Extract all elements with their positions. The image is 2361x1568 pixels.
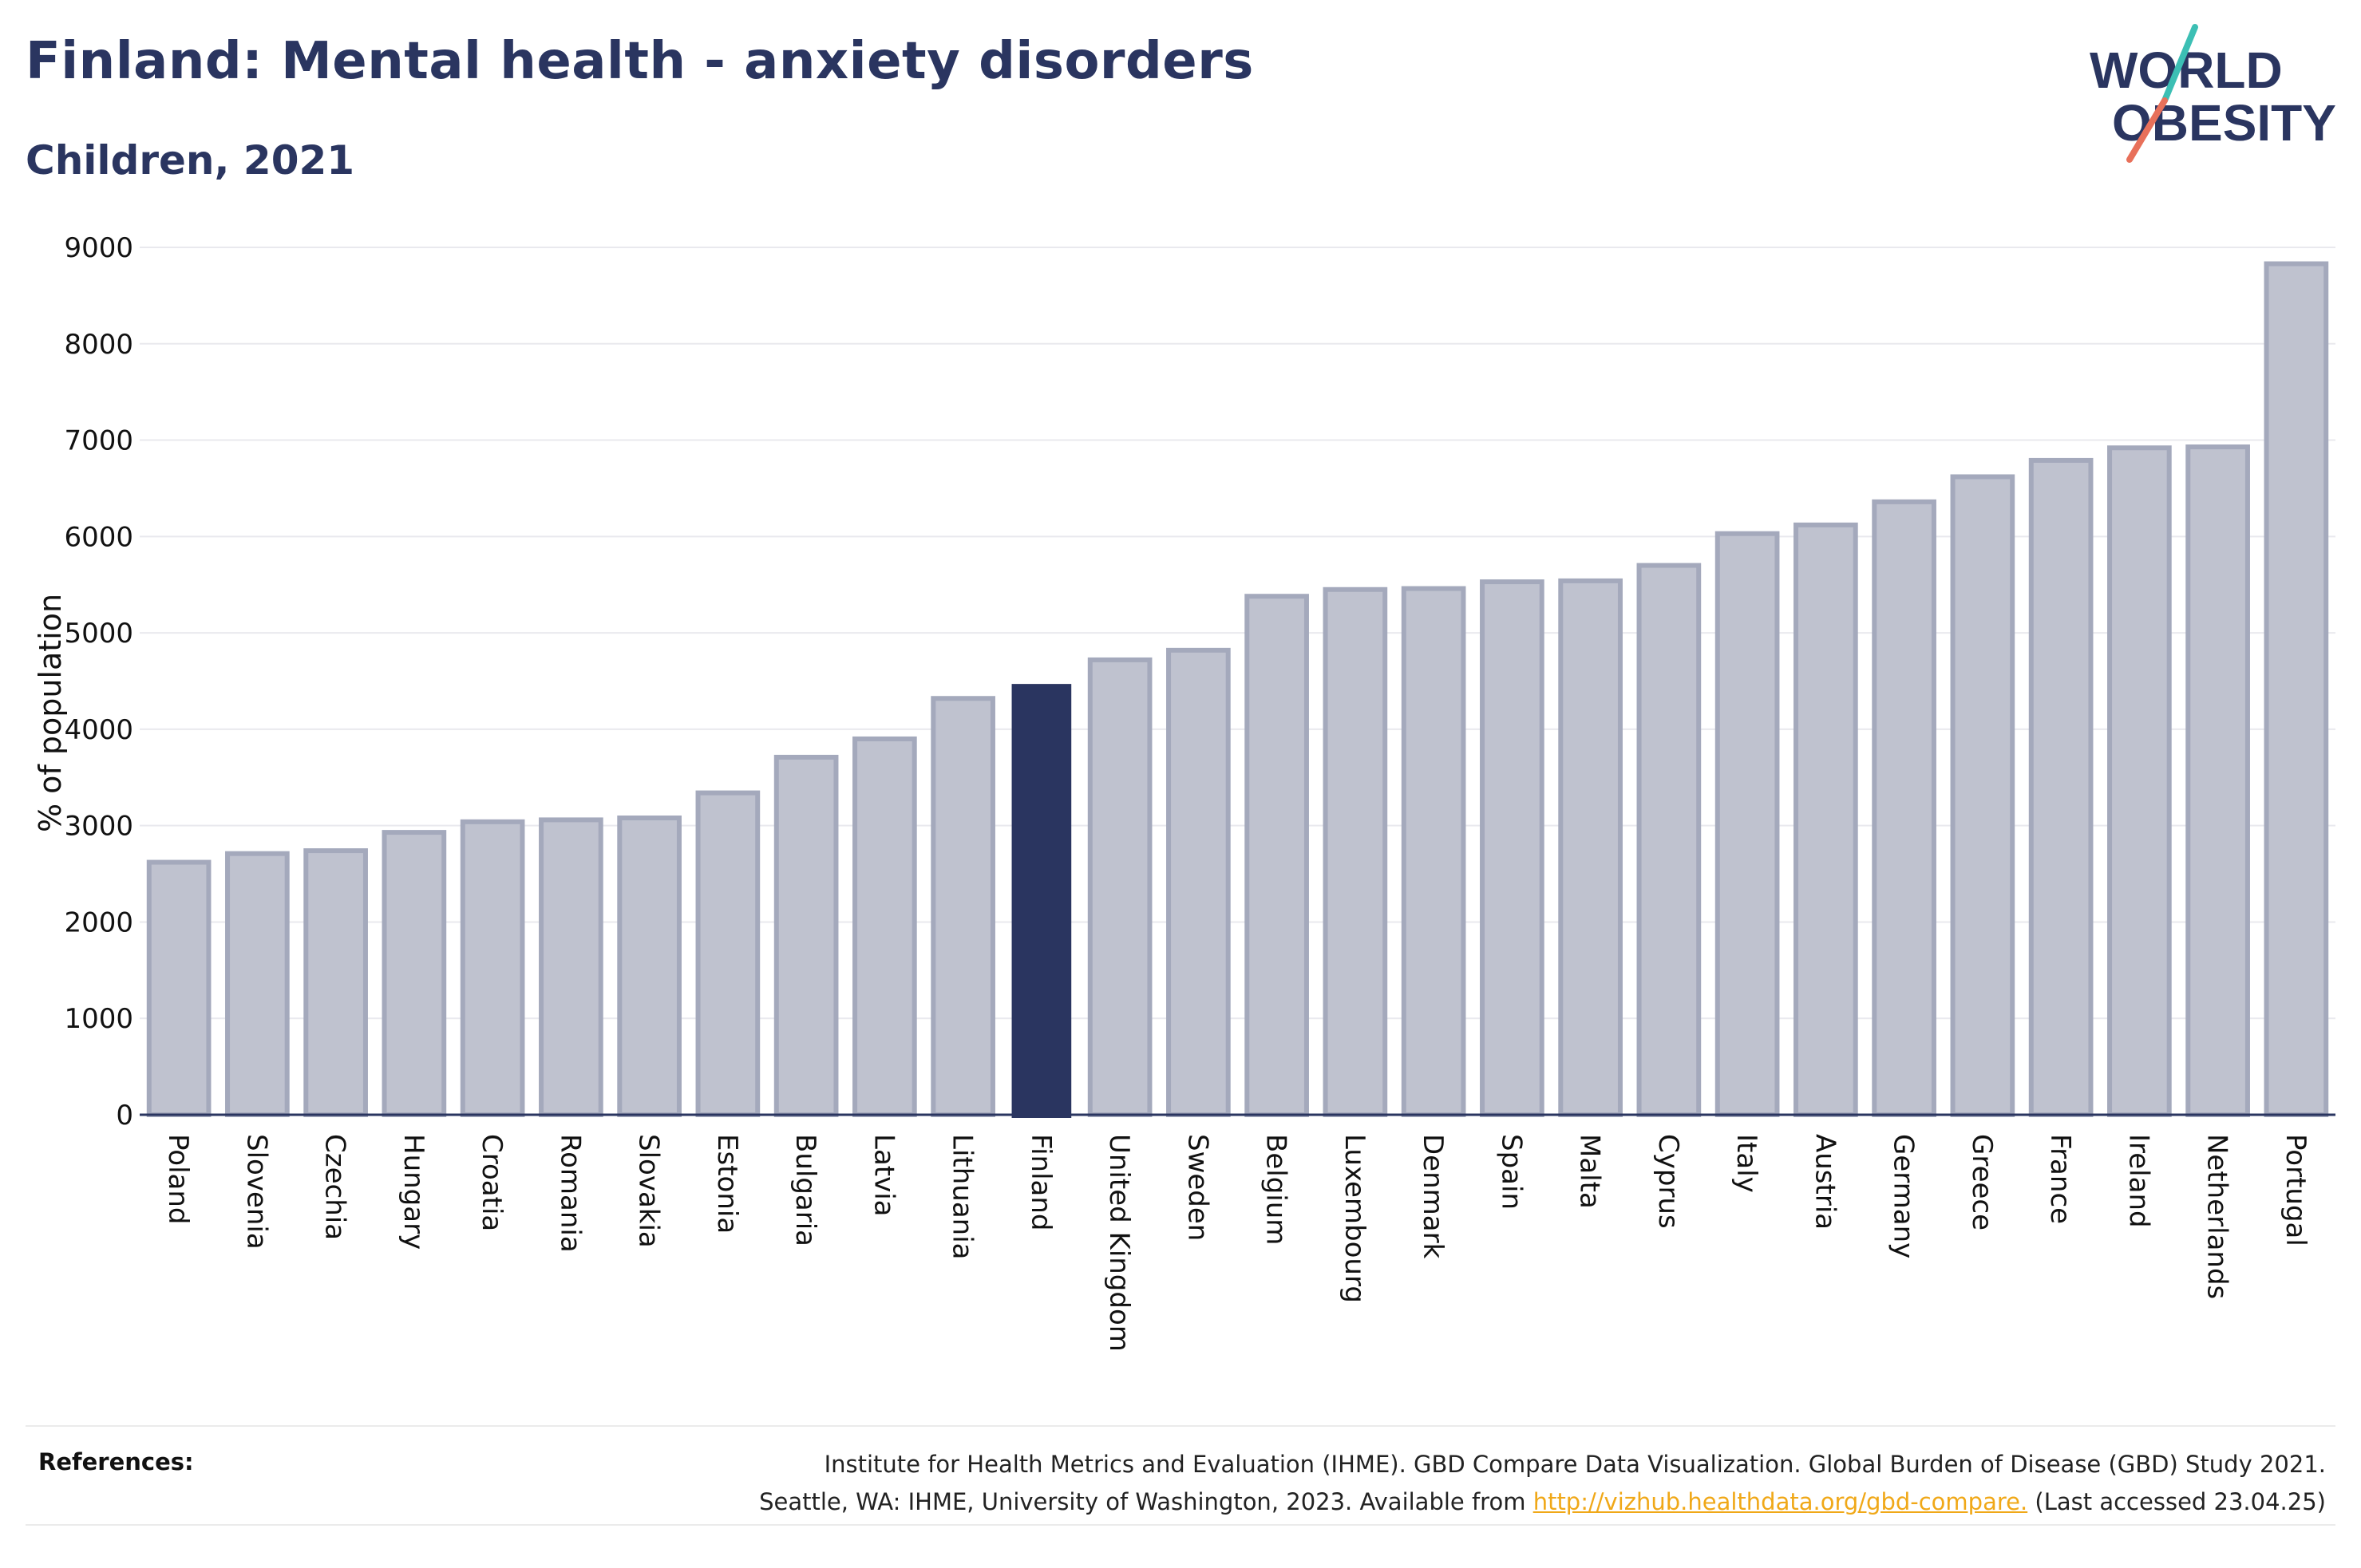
x-tick-label-netherlands: Netherlands xyxy=(2201,1134,2233,1299)
bar-luxembourg xyxy=(1323,587,1388,1117)
y-tick-label-8000: 8000 xyxy=(64,329,133,361)
x-tick-label-lithuania: Lithuania xyxy=(947,1134,979,1259)
x-tick-label-sweden: Sweden xyxy=(1181,1134,1213,1241)
bar-poland xyxy=(146,859,212,1118)
bar-latvia xyxy=(852,736,917,1117)
bar-belgium xyxy=(1244,594,1309,1117)
bar-netherlands xyxy=(2185,444,2250,1117)
bar-spain xyxy=(1480,579,1544,1117)
logo-slash-coral xyxy=(2126,97,2168,163)
x-tick-label-greece: Greece xyxy=(1966,1134,1998,1230)
x-tick-label-portugal: Portugal xyxy=(2280,1134,2312,1246)
y-axis-label: % of population xyxy=(33,594,68,832)
bar-slovakia xyxy=(617,816,682,1117)
x-tick-label-romania: Romania xyxy=(554,1134,586,1253)
x-tick-label-austria: Austria xyxy=(1809,1134,1841,1230)
y-tick-label-5000: 5000 xyxy=(64,618,133,650)
references-line-2-prefix: Seattle, WA: IHME, University of Washing… xyxy=(759,1488,1533,1515)
references-bottom-divider xyxy=(26,1524,2335,1526)
x-tick-label-ireland: Ireland xyxy=(2122,1134,2154,1228)
bar-portugal xyxy=(2264,261,2329,1117)
x-tick-label-italy: Italy xyxy=(1730,1134,1762,1193)
y-tick-label-7000: 7000 xyxy=(64,425,133,457)
y-tick-label-3000: 3000 xyxy=(64,811,133,843)
x-tick-label-slovenia: Slovenia xyxy=(240,1134,272,1250)
bar-finland xyxy=(1011,684,1072,1118)
y-tick-label-6000: 6000 xyxy=(64,521,133,553)
bar-cyprus xyxy=(1636,563,1702,1117)
bar-croatia xyxy=(460,819,525,1118)
y-tick-label-9000: 9000 xyxy=(64,232,133,264)
references-text: Institute for Health Metrics and Evaluat… xyxy=(759,1446,2326,1521)
x-tick-label-estonia: Estonia xyxy=(711,1134,743,1234)
x-tick-label-poland: Poland xyxy=(162,1134,194,1225)
chart-title: Finland: Mental health - anxiety disorde… xyxy=(26,32,1254,91)
bar-czechia xyxy=(303,848,368,1117)
x-tick-label-hungary: Hungary xyxy=(397,1134,429,1250)
bar-italy xyxy=(1714,531,1780,1117)
x-tick-label-france: France xyxy=(2044,1134,2076,1224)
x-tick-label-spain: Spain xyxy=(1495,1134,1527,1210)
bar-hungary xyxy=(382,830,447,1117)
chart-subtitle: Children, 2021 xyxy=(26,137,355,184)
x-tick-label-denmark: Denmark xyxy=(1417,1134,1449,1259)
bar-chart: 0 1000 2000 3000 4000 5000 6000 7000 8000 9000 % o… xyxy=(33,232,2335,1352)
bar-france xyxy=(2028,457,2094,1117)
x-tick-label-czechia: Czechia xyxy=(319,1134,351,1240)
y-tick-label-1000: 1000 xyxy=(64,1003,133,1035)
x-tick-label-united-kingdom: United Kingdom xyxy=(1103,1134,1135,1352)
bar-bulgaria xyxy=(773,754,839,1117)
bar-greece xyxy=(1950,474,2015,1117)
x-tick-label-germany: Germany xyxy=(1888,1134,1920,1258)
bar-united-kingdom xyxy=(1087,657,1153,1117)
bar-sweden xyxy=(1166,647,1231,1117)
x-tick-label-latvia: Latvia xyxy=(868,1134,900,1217)
references-link[interactable]: http://vizhub.healthdata.org/gbd-compare… xyxy=(1532,1488,2028,1515)
x-tick-label-bulgaria: Bulgaria xyxy=(789,1134,821,1246)
x-tick-label-belgium: Belgium xyxy=(1260,1134,1292,1245)
y-tick-label-2000: 2000 xyxy=(64,906,133,938)
bar-slovenia xyxy=(225,851,290,1118)
bar-malta xyxy=(1558,578,1623,1117)
bar-ireland xyxy=(2107,445,2172,1117)
references-line-2: Seattle, WA: IHME, University of Washing… xyxy=(759,1483,2326,1521)
bar-lithuania xyxy=(931,696,995,1117)
x-tick-label-croatia: Croatia xyxy=(476,1134,508,1231)
references-line-2-suffix: (Last accessed 23.04.25) xyxy=(2027,1488,2326,1515)
bar-romania xyxy=(539,817,603,1118)
references-top-divider xyxy=(26,1425,2335,1427)
logo-slash-teal xyxy=(2161,24,2198,104)
references-label: References: xyxy=(38,1448,194,1475)
x-tick-label-malta: Malta xyxy=(1574,1134,1606,1209)
x-tick-label-cyprus: Cyprus xyxy=(1652,1134,1684,1229)
x-tick-label-luxembourg: Luxembourg xyxy=(1339,1134,1370,1303)
references-line-1: Institute for Health Metrics and Evaluat… xyxy=(824,1451,2326,1478)
x-tick-label-finland: Finland xyxy=(1025,1134,1057,1231)
bar-germany xyxy=(1872,499,1936,1117)
bar-estonia xyxy=(695,790,761,1117)
x-tick-label-slovakia: Slovakia xyxy=(633,1134,665,1248)
y-tick-label-4000: 4000 xyxy=(64,714,133,746)
bar-denmark xyxy=(1401,586,1466,1117)
y-tick-label-0: 0 xyxy=(116,1100,133,1132)
bar-austria xyxy=(1793,522,1858,1117)
world-obesity-logo: WORLD OBESITY xyxy=(2090,24,2336,163)
